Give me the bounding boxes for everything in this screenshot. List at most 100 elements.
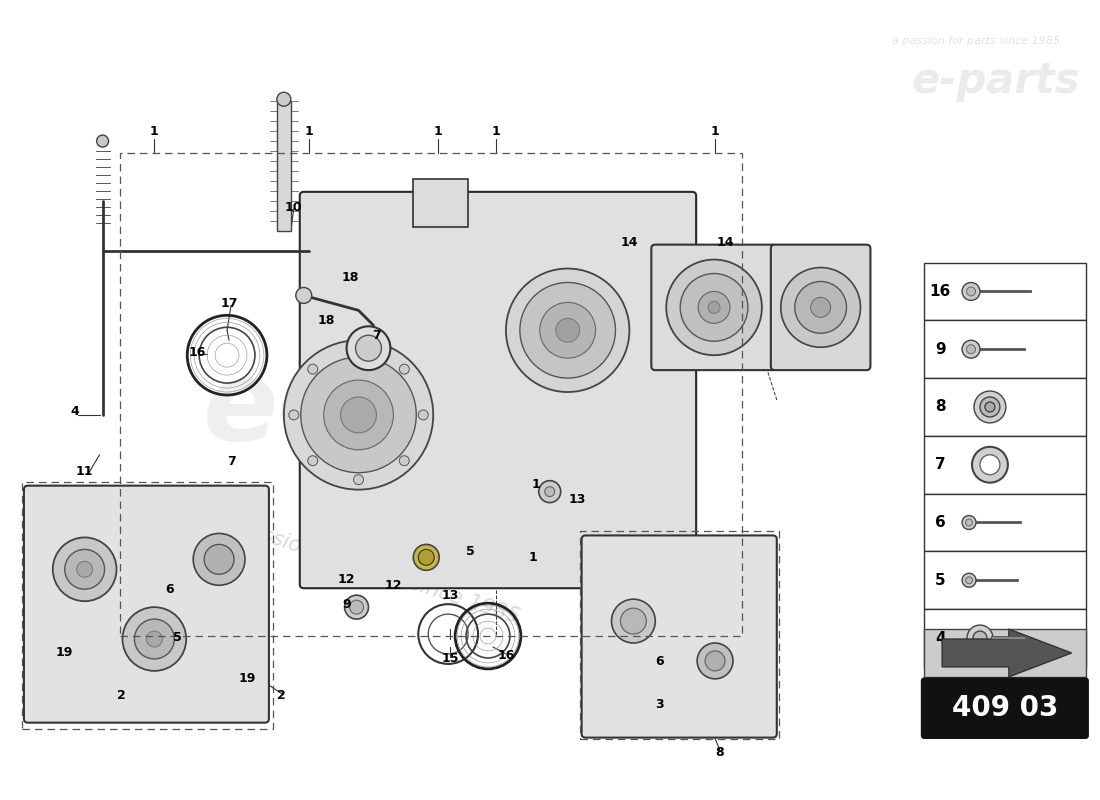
Text: 7: 7	[227, 455, 235, 468]
Bar	[924, 262, 1086, 320]
FancyBboxPatch shape	[300, 192, 696, 588]
Circle shape	[308, 364, 318, 374]
Circle shape	[794, 282, 847, 334]
Circle shape	[323, 380, 394, 450]
Bar	[277, 102, 290, 230]
Circle shape	[520, 282, 616, 378]
Text: 19: 19	[56, 646, 74, 659]
Bar	[924, 629, 1086, 677]
Circle shape	[353, 346, 363, 355]
Circle shape	[344, 595, 369, 619]
Bar	[414, 179, 469, 226]
Circle shape	[972, 447, 1008, 482]
Circle shape	[194, 534, 245, 586]
Text: 12: 12	[385, 578, 403, 592]
Circle shape	[967, 287, 976, 296]
Text: 9: 9	[342, 598, 351, 610]
Text: 5: 5	[935, 573, 946, 588]
Text: 1: 1	[305, 125, 314, 138]
Circle shape	[962, 574, 976, 587]
Circle shape	[967, 625, 993, 651]
FancyBboxPatch shape	[582, 535, 777, 738]
Circle shape	[556, 318, 580, 342]
Polygon shape	[942, 629, 1071, 677]
Text: a passion for parts since 1985: a passion for parts since 1985	[216, 511, 521, 627]
Text: 1: 1	[531, 478, 540, 491]
Bar	[924, 436, 1086, 494]
Circle shape	[962, 282, 980, 301]
Text: 8: 8	[935, 399, 946, 414]
Circle shape	[146, 631, 163, 647]
Text: 1: 1	[150, 125, 158, 138]
Circle shape	[811, 298, 830, 318]
Text: 15: 15	[441, 653, 459, 666]
Text: 19: 19	[239, 672, 255, 686]
Circle shape	[53, 538, 117, 601]
Text: 8: 8	[716, 746, 725, 759]
Circle shape	[781, 267, 860, 347]
Circle shape	[539, 481, 561, 502]
Circle shape	[705, 651, 725, 671]
Bar	[924, 494, 1086, 551]
Circle shape	[296, 287, 311, 303]
Circle shape	[353, 474, 363, 485]
Text: 409 03: 409 03	[952, 694, 1058, 722]
Text: 16: 16	[930, 284, 950, 299]
Circle shape	[620, 608, 647, 634]
Circle shape	[698, 291, 730, 323]
Circle shape	[962, 515, 976, 530]
Circle shape	[506, 269, 629, 392]
FancyBboxPatch shape	[24, 486, 268, 722]
Circle shape	[205, 545, 234, 574]
Text: 13: 13	[441, 589, 459, 602]
Text: 12: 12	[338, 573, 355, 586]
Circle shape	[697, 643, 733, 679]
Circle shape	[540, 302, 595, 358]
Circle shape	[65, 550, 104, 590]
Circle shape	[77, 562, 92, 578]
Circle shape	[122, 607, 186, 671]
Circle shape	[284, 340, 433, 490]
Text: 4: 4	[935, 630, 946, 646]
Circle shape	[97, 135, 109, 147]
Text: 5: 5	[173, 630, 182, 643]
Circle shape	[974, 631, 987, 645]
Text: 18: 18	[318, 314, 336, 327]
Text: 4: 4	[70, 406, 79, 418]
Bar	[924, 551, 1086, 609]
Text: 16: 16	[188, 346, 206, 358]
Bar	[924, 320, 1086, 378]
Text: a passion for parts since 1985: a passion for parts since 1985	[892, 37, 1060, 46]
Circle shape	[974, 391, 1005, 423]
Circle shape	[399, 364, 409, 374]
Circle shape	[967, 345, 976, 354]
Circle shape	[414, 545, 439, 570]
Circle shape	[355, 335, 382, 361]
Text: 2: 2	[277, 690, 286, 702]
Text: 5: 5	[465, 545, 474, 558]
FancyBboxPatch shape	[651, 245, 777, 370]
Circle shape	[289, 410, 299, 420]
Circle shape	[418, 410, 428, 420]
Circle shape	[399, 456, 409, 466]
Text: 2: 2	[117, 690, 125, 702]
Text: 14: 14	[620, 236, 638, 249]
Text: 11: 11	[76, 466, 94, 478]
Text: 17: 17	[220, 297, 238, 310]
Circle shape	[346, 326, 390, 370]
Text: 18: 18	[342, 271, 360, 284]
Bar	[580, 531, 779, 738]
Text: 6: 6	[165, 582, 174, 596]
Circle shape	[980, 454, 1000, 474]
Bar	[22, 482, 273, 729]
Circle shape	[680, 274, 748, 342]
FancyBboxPatch shape	[922, 679, 1088, 738]
Text: 10: 10	[285, 202, 303, 214]
Text: 3: 3	[654, 698, 663, 711]
Text: 1: 1	[492, 125, 500, 138]
Circle shape	[134, 619, 174, 659]
Text: 7: 7	[372, 329, 381, 342]
Text: 1: 1	[433, 125, 442, 138]
Text: 16: 16	[497, 650, 515, 662]
Circle shape	[341, 397, 376, 433]
